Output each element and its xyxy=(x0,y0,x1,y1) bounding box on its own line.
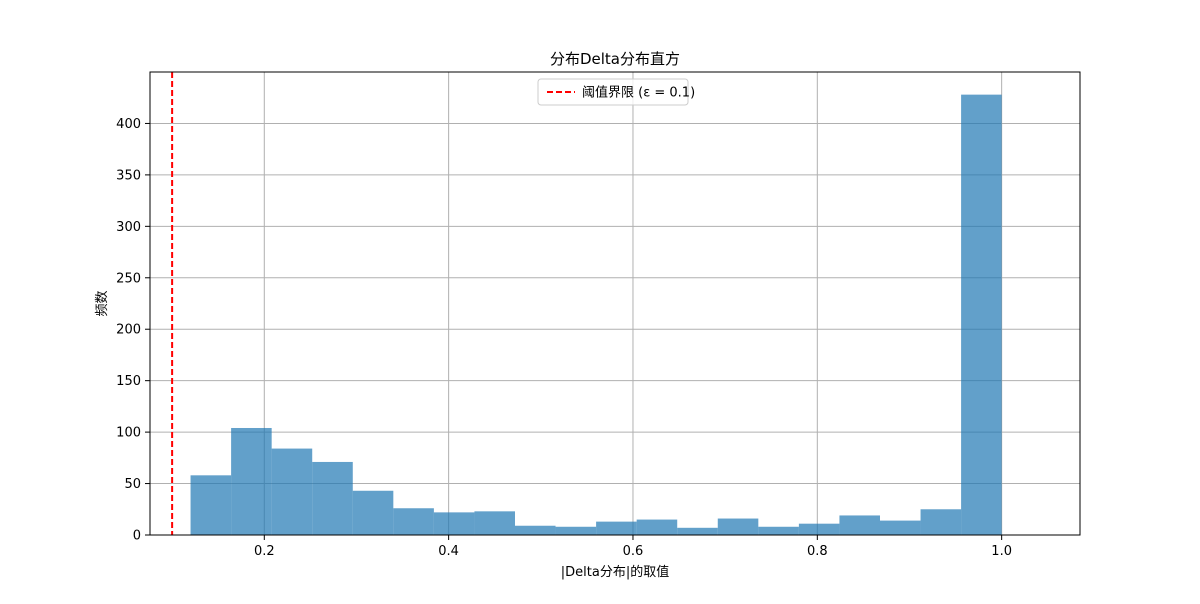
plot-frame xyxy=(149,71,1081,536)
histogram-bar xyxy=(879,520,921,535)
y-tick-label: 50 xyxy=(124,477,141,492)
y-tick-label: 0 xyxy=(133,529,141,544)
x-tick-label: 0.2 xyxy=(254,544,275,559)
x-tick-label: 0.8 xyxy=(807,544,828,559)
x-tick-label: 0.4 xyxy=(438,544,459,559)
histogram-bar xyxy=(393,508,434,535)
legend: 阈值界限 (ε = 0.1) xyxy=(537,78,695,106)
y-tick-label: 100 xyxy=(116,426,141,441)
histogram-bar xyxy=(717,518,759,535)
histogram-bar xyxy=(190,475,232,535)
histogram-bar xyxy=(920,509,962,535)
histogram-bar xyxy=(596,521,637,535)
bars-layer xyxy=(190,94,1002,535)
y-tick-label: 150 xyxy=(116,374,141,389)
histogram-bar xyxy=(474,511,515,535)
histogram-bar xyxy=(758,526,799,535)
y-tick-label: 200 xyxy=(116,323,141,338)
histogram-bar xyxy=(271,448,313,535)
histogram-bar xyxy=(433,512,475,535)
histogram-bar xyxy=(677,527,718,535)
x-tick-label: 1.0 xyxy=(991,544,1012,559)
histogram-bar xyxy=(514,525,556,535)
x-axis-ticks: 0.2 0.4 0.6 0.8 1.0 xyxy=(254,535,1012,559)
x-axis-label: |Delta分布|的取值 xyxy=(561,564,669,580)
histogram-bar xyxy=(798,523,840,535)
y-tick-label: 400 xyxy=(116,117,141,132)
y-tick-label: 250 xyxy=(116,271,141,286)
histogram-bar xyxy=(352,490,394,535)
histogram-bar xyxy=(231,427,272,535)
histogram-bar xyxy=(312,461,353,535)
y-tick-label: 350 xyxy=(116,168,141,183)
histogram-bar xyxy=(636,519,678,535)
y-axis-ticks: 0 50 100 150 200 250 300 350 400 xyxy=(116,117,150,544)
legend-box xyxy=(537,78,689,106)
histogram-bar xyxy=(839,515,880,535)
chart-title: 分布Delta分布直方 xyxy=(550,50,680,68)
histogram-bar xyxy=(555,526,597,535)
histogram-bar xyxy=(961,94,1002,535)
y-axis-label: 频数 xyxy=(95,290,110,316)
x-tick-label: 0.6 xyxy=(623,544,644,559)
y-tick-label: 300 xyxy=(116,220,141,235)
legend-label-threshold: 阈值界限 (ε = 0.1) xyxy=(582,85,695,101)
